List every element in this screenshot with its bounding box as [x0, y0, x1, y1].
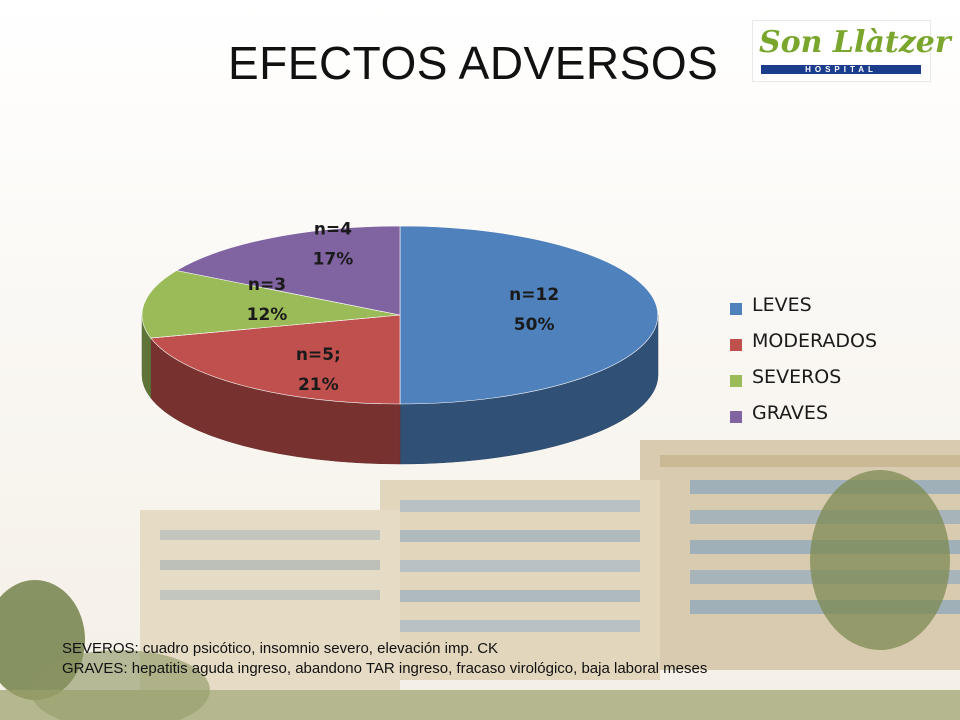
- footnote-severos: SEVEROS: cuadro psicótico, insomnio seve…: [62, 640, 499, 657]
- legend-label: SEVEROS: [752, 366, 842, 388]
- slice-severos-label-percent: 12%: [247, 305, 288, 325]
- page-title: EFECTOS ADVERSOS: [228, 37, 719, 89]
- slice-graves-label-percent: 17%: [313, 249, 354, 269]
- slice-moderados-label-count: n=5;: [296, 345, 341, 365]
- footnotes: SEVEROS: cuadro psicótico, insomnio seve…: [62, 639, 707, 679]
- legend-swatch: [730, 411, 742, 423]
- logo-subtitle: HOSPITAL: [805, 65, 877, 74]
- slice-moderados-label-percent: 21%: [298, 375, 339, 395]
- slice-severos-top: [141, 270, 401, 339]
- pie-side-walls: [141, 314, 659, 465]
- slice-graves-label-count: n=4: [314, 219, 352, 239]
- footnote-graves: GRAVES: hepatitis aguda ingreso, abandon…: [62, 660, 708, 677]
- pie-data-labels: n=12 50% n=5; 21% n=3 12% n=4 17%: [247, 219, 560, 395]
- legend-label: LEVES: [752, 294, 812, 316]
- slice-severos-label-count: n=3: [248, 275, 286, 295]
- slice-moderados-top: [150, 314, 401, 405]
- hospital-logo: Son Llàtzer HOSPITAL: [752, 20, 951, 82]
- slice-leves-label-count: n=12: [509, 285, 559, 305]
- pie-top-faces: [141, 225, 659, 405]
- slice-leves-top: [399, 225, 659, 405]
- logo-bar: [761, 65, 921, 74]
- slice-graves-top: [175, 225, 401, 316]
- legend-swatch: [730, 303, 742, 315]
- legend-swatch: [730, 375, 742, 387]
- slice-leves-label-percent: 50%: [514, 315, 555, 335]
- legend-swatch: [730, 339, 742, 351]
- logo-wordmark: Son Llàtzer: [759, 25, 951, 60]
- legend-label: MODERADOS: [752, 330, 878, 352]
- legend-label: GRAVES: [752, 402, 828, 424]
